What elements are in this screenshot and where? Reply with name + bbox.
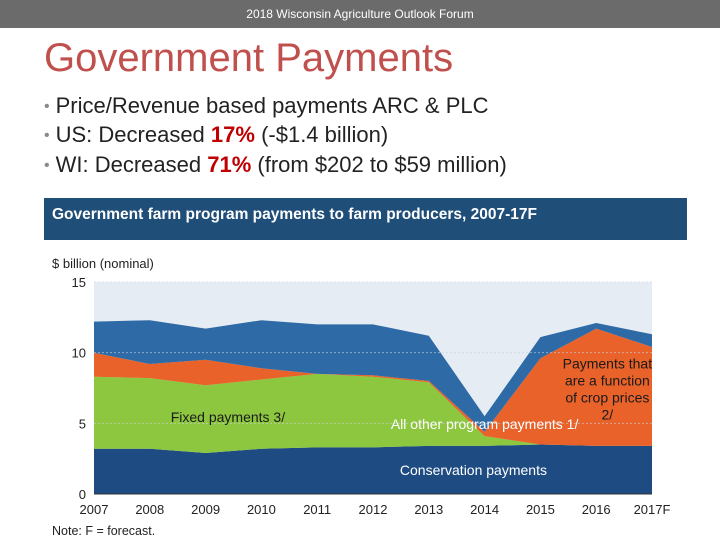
bullet-item: • Price/Revenue based payments ARC & PLC xyxy=(44,92,507,121)
bullet-text: WI: Decreased xyxy=(55,151,208,177)
area-series-1 xyxy=(94,373,652,453)
x-tick-label: 2014 xyxy=(470,502,499,517)
area-series-0 xyxy=(94,444,652,494)
bullet-text: (from $202 to $59 million) xyxy=(251,151,507,177)
y-tick-label: 5 xyxy=(79,416,86,431)
y-tick-label: 15 xyxy=(72,275,86,290)
gridlines xyxy=(94,281,652,424)
series-labels: Conservation payments Fixed payments 3/Pa… xyxy=(171,356,652,478)
chart: Government farm program payments to farm… xyxy=(44,198,687,540)
series-label: Payments that are a function of crop price… xyxy=(563,356,653,423)
bullet-highlight: 71% xyxy=(207,151,252,177)
series-label: All other program payments 1/ xyxy=(391,416,579,432)
chart-title: Government farm program payments to farm… xyxy=(52,206,537,223)
header-text: 2018 Wisconsin Agriculture Outlook Forum xyxy=(246,7,474,21)
x-tick-label: 2008 xyxy=(135,502,164,517)
series-label: Fixed payments 3/ xyxy=(171,409,285,425)
x-tick-label: 2012 xyxy=(359,502,388,517)
chart-svg: Government farm program payments to farm… xyxy=(44,198,687,538)
bullet-icon: • xyxy=(44,156,50,174)
area-series-2 xyxy=(94,328,652,446)
x-axis: 2007 2008 2009 2010 2011 2012 2013 2014 2015 2016… xyxy=(80,502,671,517)
chart-areas xyxy=(94,320,652,494)
chart-note: Note: F = forecast. xyxy=(52,524,155,538)
series-label-line: are a function xyxy=(565,373,650,389)
header-bar: 2018 Wisconsin Agriculture Outlook Forum xyxy=(0,0,720,28)
x-tick-label: 2013 xyxy=(414,502,443,517)
y-tick-label: 10 xyxy=(72,346,86,361)
y-axis-label: $ billion (nominal) xyxy=(52,256,154,271)
area-series-3 xyxy=(94,320,652,432)
x-tick-label: 2011 xyxy=(303,502,331,517)
series-label: Conservation payments xyxy=(400,462,547,478)
bullet-list: • Price/Revenue based payments ARC & PLC … xyxy=(44,92,507,180)
series-label-line: 2/ xyxy=(602,407,614,423)
bullet-text: Price/Revenue based payments ARC & PLC xyxy=(55,93,489,118)
bullet-item: • WI: Decreased 71% (from $202 to $59 mil… xyxy=(44,151,507,180)
x-tick-label: 2007 xyxy=(80,502,109,517)
chart-header xyxy=(44,198,687,240)
series-label-line: Payments that xyxy=(563,356,653,372)
series-label-line: of crop prices xyxy=(565,390,649,406)
x-tick-label: 2016 xyxy=(582,502,611,517)
bullet-text: US: Decreased xyxy=(55,122,211,148)
bullet-item: • US: Decreased 17% (-$1.4 billion) xyxy=(44,121,507,150)
x-tick-label: 2010 xyxy=(247,502,276,517)
x-tick-label: 2009 xyxy=(191,502,220,517)
y-axis: 0 5 10 15 xyxy=(72,275,652,502)
bullet-highlight: 17% xyxy=(210,122,255,148)
x-tick-label: 2015 xyxy=(526,502,555,517)
slide-title: Government Payments xyxy=(44,36,454,80)
bullet-icon: • xyxy=(44,127,50,145)
bullet-icon: • xyxy=(44,97,50,115)
bullet-text: (-$1.4 billion) xyxy=(254,122,389,148)
x-tick-label: 2017F xyxy=(634,502,671,517)
y-tick-label: 0 xyxy=(79,487,86,502)
